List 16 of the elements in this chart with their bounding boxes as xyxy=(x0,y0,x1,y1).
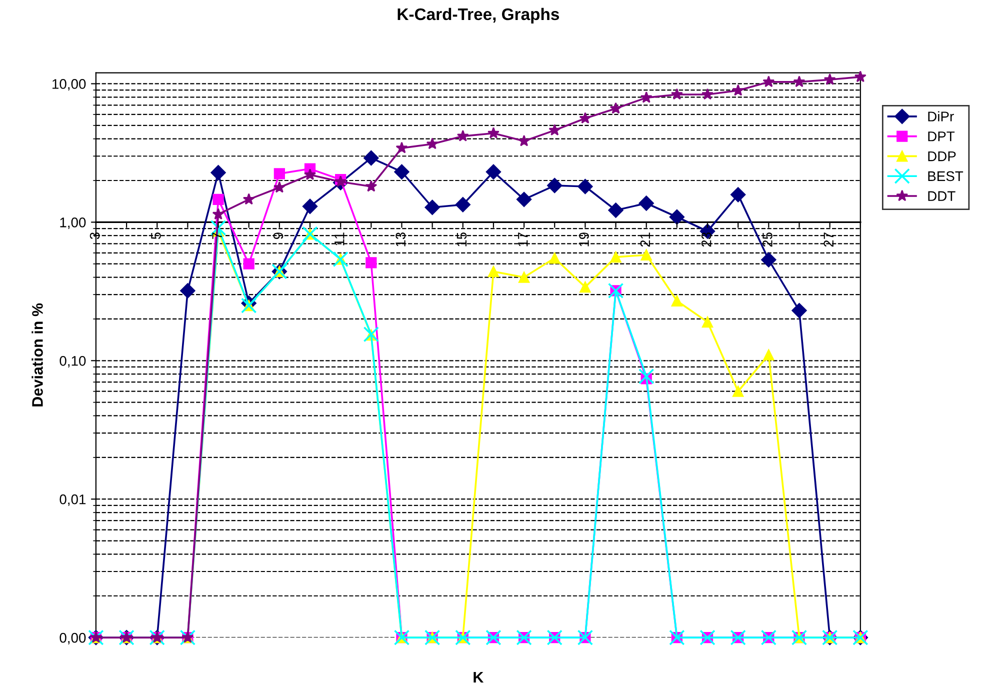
y-axis-title: Deviation in % xyxy=(32,303,43,406)
y-tick-label: 1,00 xyxy=(60,218,86,229)
legend-label: DPT xyxy=(928,132,955,142)
y-tick-label: 0,10 xyxy=(60,356,86,368)
y-tick-label: 0,01 xyxy=(60,494,86,506)
x-tick-label: 7 xyxy=(212,232,222,239)
y-tick-label: 10,00 xyxy=(52,79,86,91)
legend-label: DiPr xyxy=(928,111,954,122)
x-axis-title: K xyxy=(474,672,484,683)
chart-title: K-Card-Tree, Graphs xyxy=(398,8,560,24)
x-tick-label: 23 xyxy=(701,232,712,247)
legend-label: DDT xyxy=(928,191,956,201)
legend-label: DDP xyxy=(928,152,956,162)
y-tick-label: 0,00 xyxy=(60,632,86,644)
legend-label: BEST xyxy=(928,171,964,182)
x-tick-label: 25 xyxy=(762,232,772,247)
